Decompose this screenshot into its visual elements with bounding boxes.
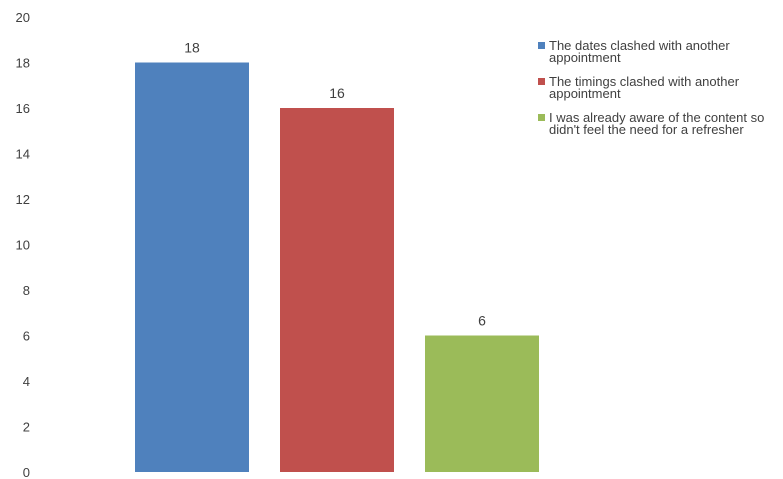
data-labels: 18 16 6 xyxy=(184,40,486,329)
y-tick-label: 16 xyxy=(16,101,30,116)
legend-swatch-icon xyxy=(538,114,545,121)
legend: The dates clashed with another appointme… xyxy=(538,38,783,148)
y-tick-label: 12 xyxy=(16,192,30,207)
legend-item: The dates clashed with another appointme… xyxy=(538,38,783,65)
data-label: 6 xyxy=(478,313,486,329)
y-tick-label: 18 xyxy=(16,56,30,71)
y-tick-label: 8 xyxy=(23,283,30,298)
y-tick-label: 20 xyxy=(16,10,30,25)
y-tick-label: 0 xyxy=(23,465,30,479)
legend-label: I was already aware of the content so di… xyxy=(549,110,765,137)
y-tick-label: 10 xyxy=(16,238,30,253)
legend-swatch-icon xyxy=(538,78,545,85)
y-tick-label: 14 xyxy=(16,147,30,162)
bar xyxy=(135,62,249,472)
bar xyxy=(280,108,394,472)
data-label: 18 xyxy=(184,40,200,56)
legend-label: The dates clashed with another appointme… xyxy=(549,38,730,65)
y-tick-label: 6 xyxy=(23,329,30,344)
data-label: 16 xyxy=(329,85,345,101)
y-axis: 0 2 4 6 8 10 12 14 16 18 20 xyxy=(16,10,30,479)
legend-label: The timings clashed with another appoint… xyxy=(549,74,740,101)
y-tick-label: 4 xyxy=(23,374,30,389)
y-tick-label: 2 xyxy=(23,420,30,435)
legend-item: The timings clashed with another appoint… xyxy=(538,74,783,101)
legend-item: I was already aware of the content so di… xyxy=(538,110,783,137)
bars xyxy=(135,62,539,472)
bar xyxy=(425,335,539,472)
legend-swatch-icon xyxy=(538,42,545,49)
